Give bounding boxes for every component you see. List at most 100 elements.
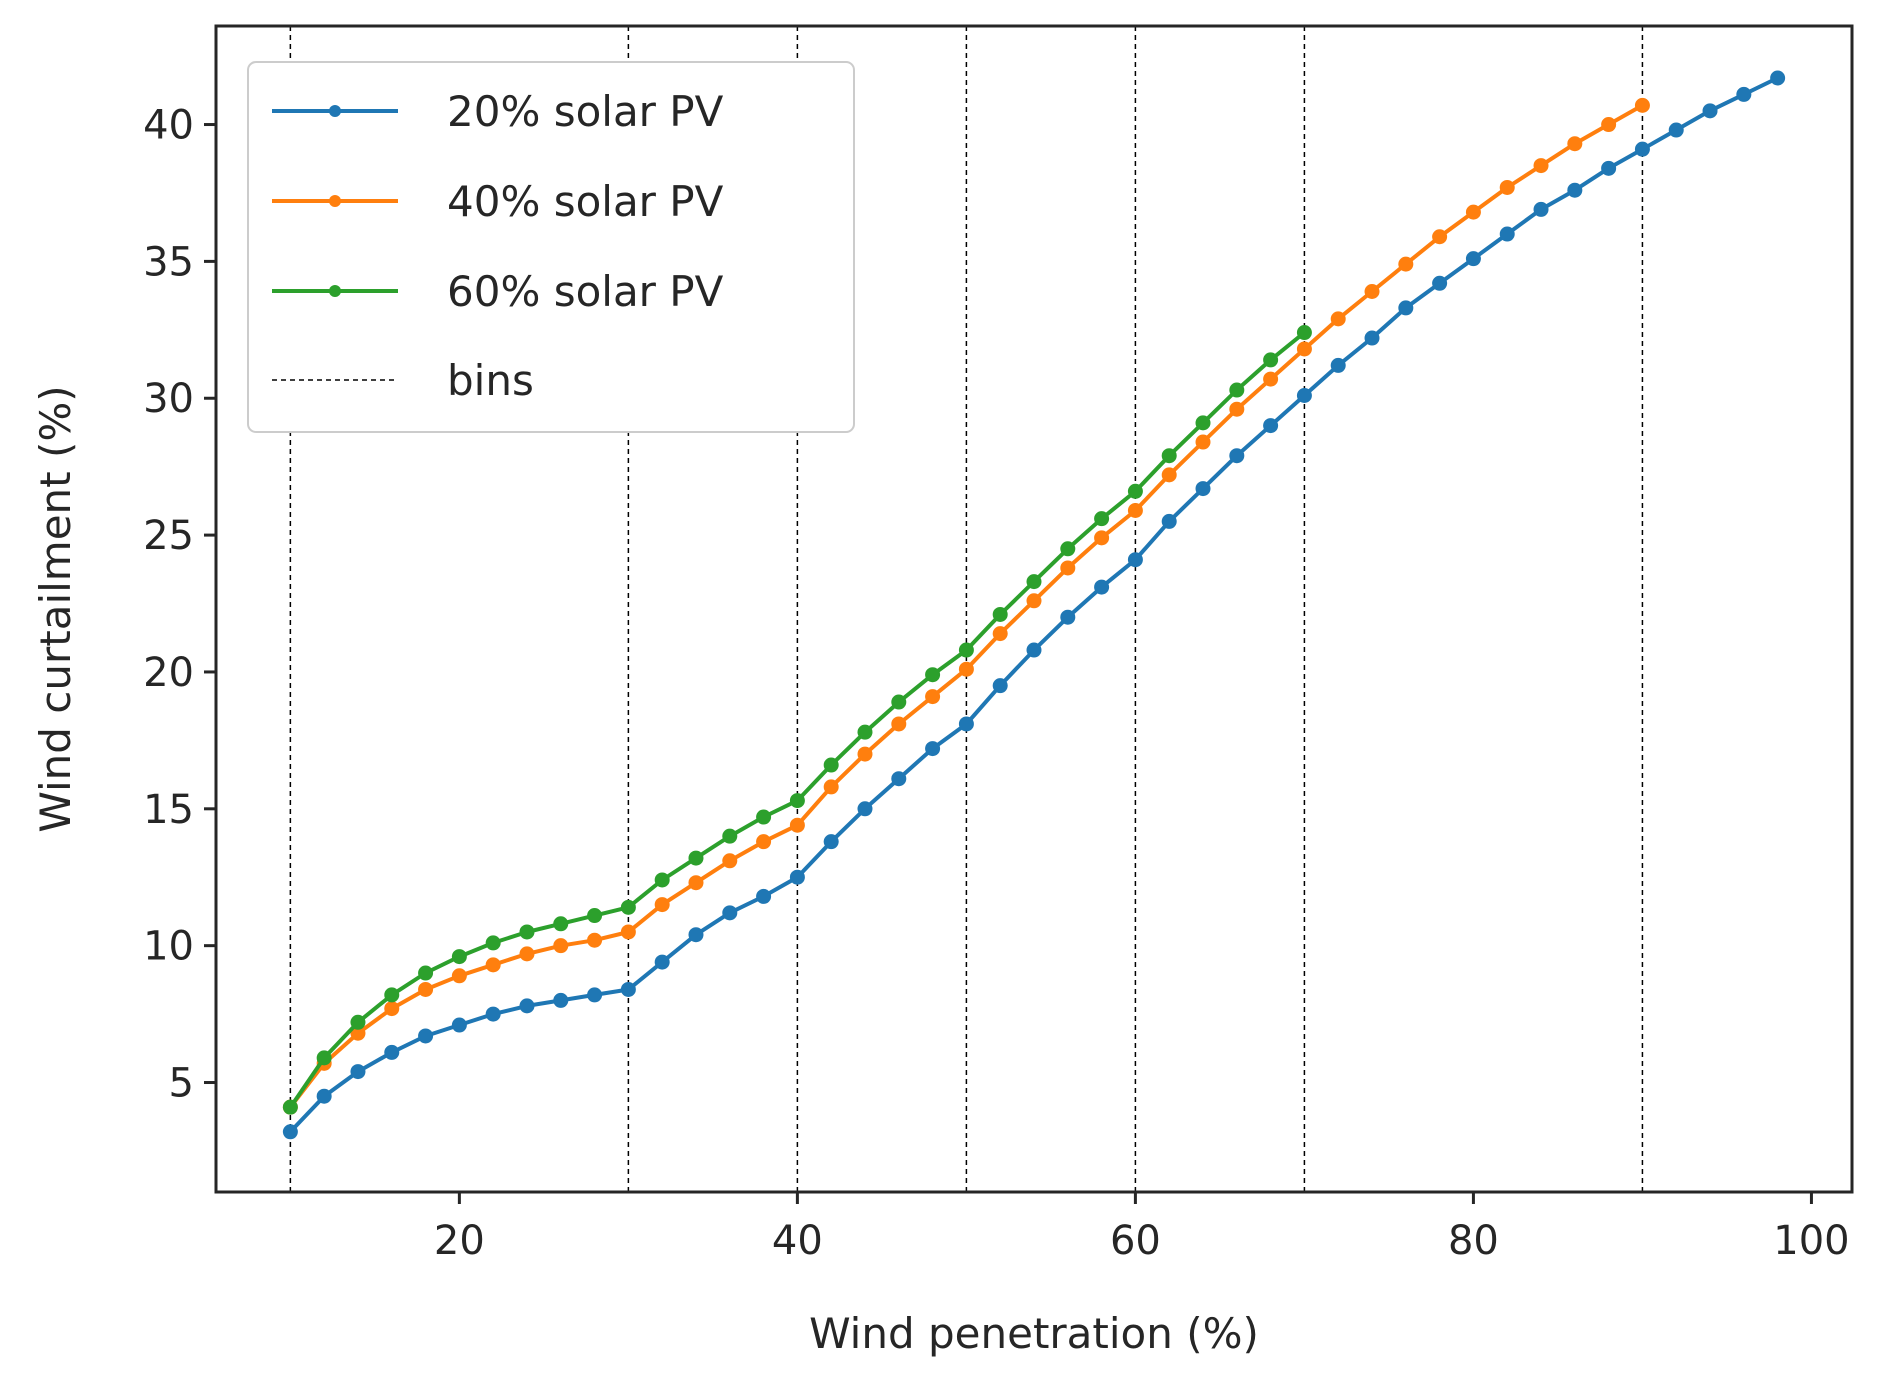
data-point [1601,160,1617,176]
data-point [1499,179,1515,195]
data-point [1127,502,1143,518]
data-point [688,875,704,891]
data-point [316,1050,332,1066]
x-axis-label: Wind penetration (%) [809,1309,1259,1358]
data-point [418,965,434,981]
series-40-solar-pv [282,97,1650,1115]
data-point [1195,434,1211,450]
data-point [1229,448,1245,464]
data-point [654,954,670,970]
data-point [823,757,839,773]
data-point [1296,341,1312,357]
data-point [587,908,603,924]
data-point [1127,552,1143,568]
data-point [992,606,1008,622]
data-point [958,661,974,677]
data-point [316,1088,332,1104]
data-point [1736,86,1752,102]
data-point [891,771,907,787]
data-point [519,998,535,1014]
legend: 20% solar PV 40% solar PV 60% solar PV b… [247,61,855,433]
data-point [620,924,636,940]
data-point [418,1028,434,1044]
data-point [1634,97,1650,113]
legend-label-20-solar: 20% solar PV [447,87,724,136]
y-tick-label: 30 [143,376,194,422]
data-point [958,716,974,732]
data-point [384,987,400,1003]
data-point [857,801,873,817]
data-point [789,817,805,833]
data-point [1026,642,1042,658]
data-point [1330,311,1346,327]
data-point [282,1124,298,1140]
data-point [722,828,738,844]
data-point [992,626,1008,642]
data-point [384,1044,400,1060]
data-point [282,1099,298,1115]
data-point [823,779,839,795]
data-point [1432,229,1448,245]
legend-marker-40-solar [329,195,341,207]
data-point [1364,283,1380,299]
data-point [587,932,603,948]
data-point [1364,330,1380,346]
data-point [1567,182,1583,198]
data-point [620,899,636,915]
legend-label-40-solar: 40% solar PV [447,177,724,226]
data-point [1567,136,1583,152]
data-point [789,793,805,809]
data-point [485,935,501,951]
data-point [654,897,670,913]
data-point [553,992,569,1008]
data-point [384,1001,400,1017]
data-point [1499,226,1515,242]
series-60-solar-pv [282,325,1312,1115]
y-tick-label: 5 [169,1061,194,1107]
data-point [1094,579,1110,595]
data-point [1161,467,1177,483]
data-point [553,938,569,954]
data-point [1770,70,1786,86]
data-point [1263,371,1279,387]
data-point [1398,300,1414,316]
data-point [1195,415,1211,431]
data-point [1263,418,1279,434]
data-point [958,642,974,658]
y-tick-label: 15 [143,787,194,833]
data-point [1161,513,1177,529]
y-tick-label: 25 [143,513,194,559]
data-point [451,1017,467,1033]
legend-label-60-solar: 60% solar PV [447,267,724,316]
series-layer [282,70,1786,1140]
data-point [1296,325,1312,341]
data-point [992,678,1008,694]
data-point [1465,251,1481,267]
data-point [1060,560,1076,576]
data-point [1296,388,1312,404]
data-point [587,987,603,1003]
y-tick-label: 20 [143,650,194,696]
x-axis: 20 40 60 80 100 [434,1192,1850,1264]
data-point [891,694,907,710]
data-point [654,872,670,888]
data-point [1432,275,1448,291]
data-point [925,741,941,757]
data-point [891,716,907,732]
legend-label-bins: bins [447,356,534,405]
data-point [519,924,535,940]
data-point [350,1014,366,1030]
data-point [688,927,704,943]
data-point [1330,357,1346,373]
data-point [1229,382,1245,398]
data-point [756,888,772,904]
data-point [789,869,805,885]
data-point [350,1064,366,1080]
y-tick-label: 10 [143,924,194,970]
data-point [1533,201,1549,217]
data-point [620,981,636,997]
data-point [1026,593,1042,609]
data-point [1060,609,1076,625]
data-point [1668,122,1684,138]
